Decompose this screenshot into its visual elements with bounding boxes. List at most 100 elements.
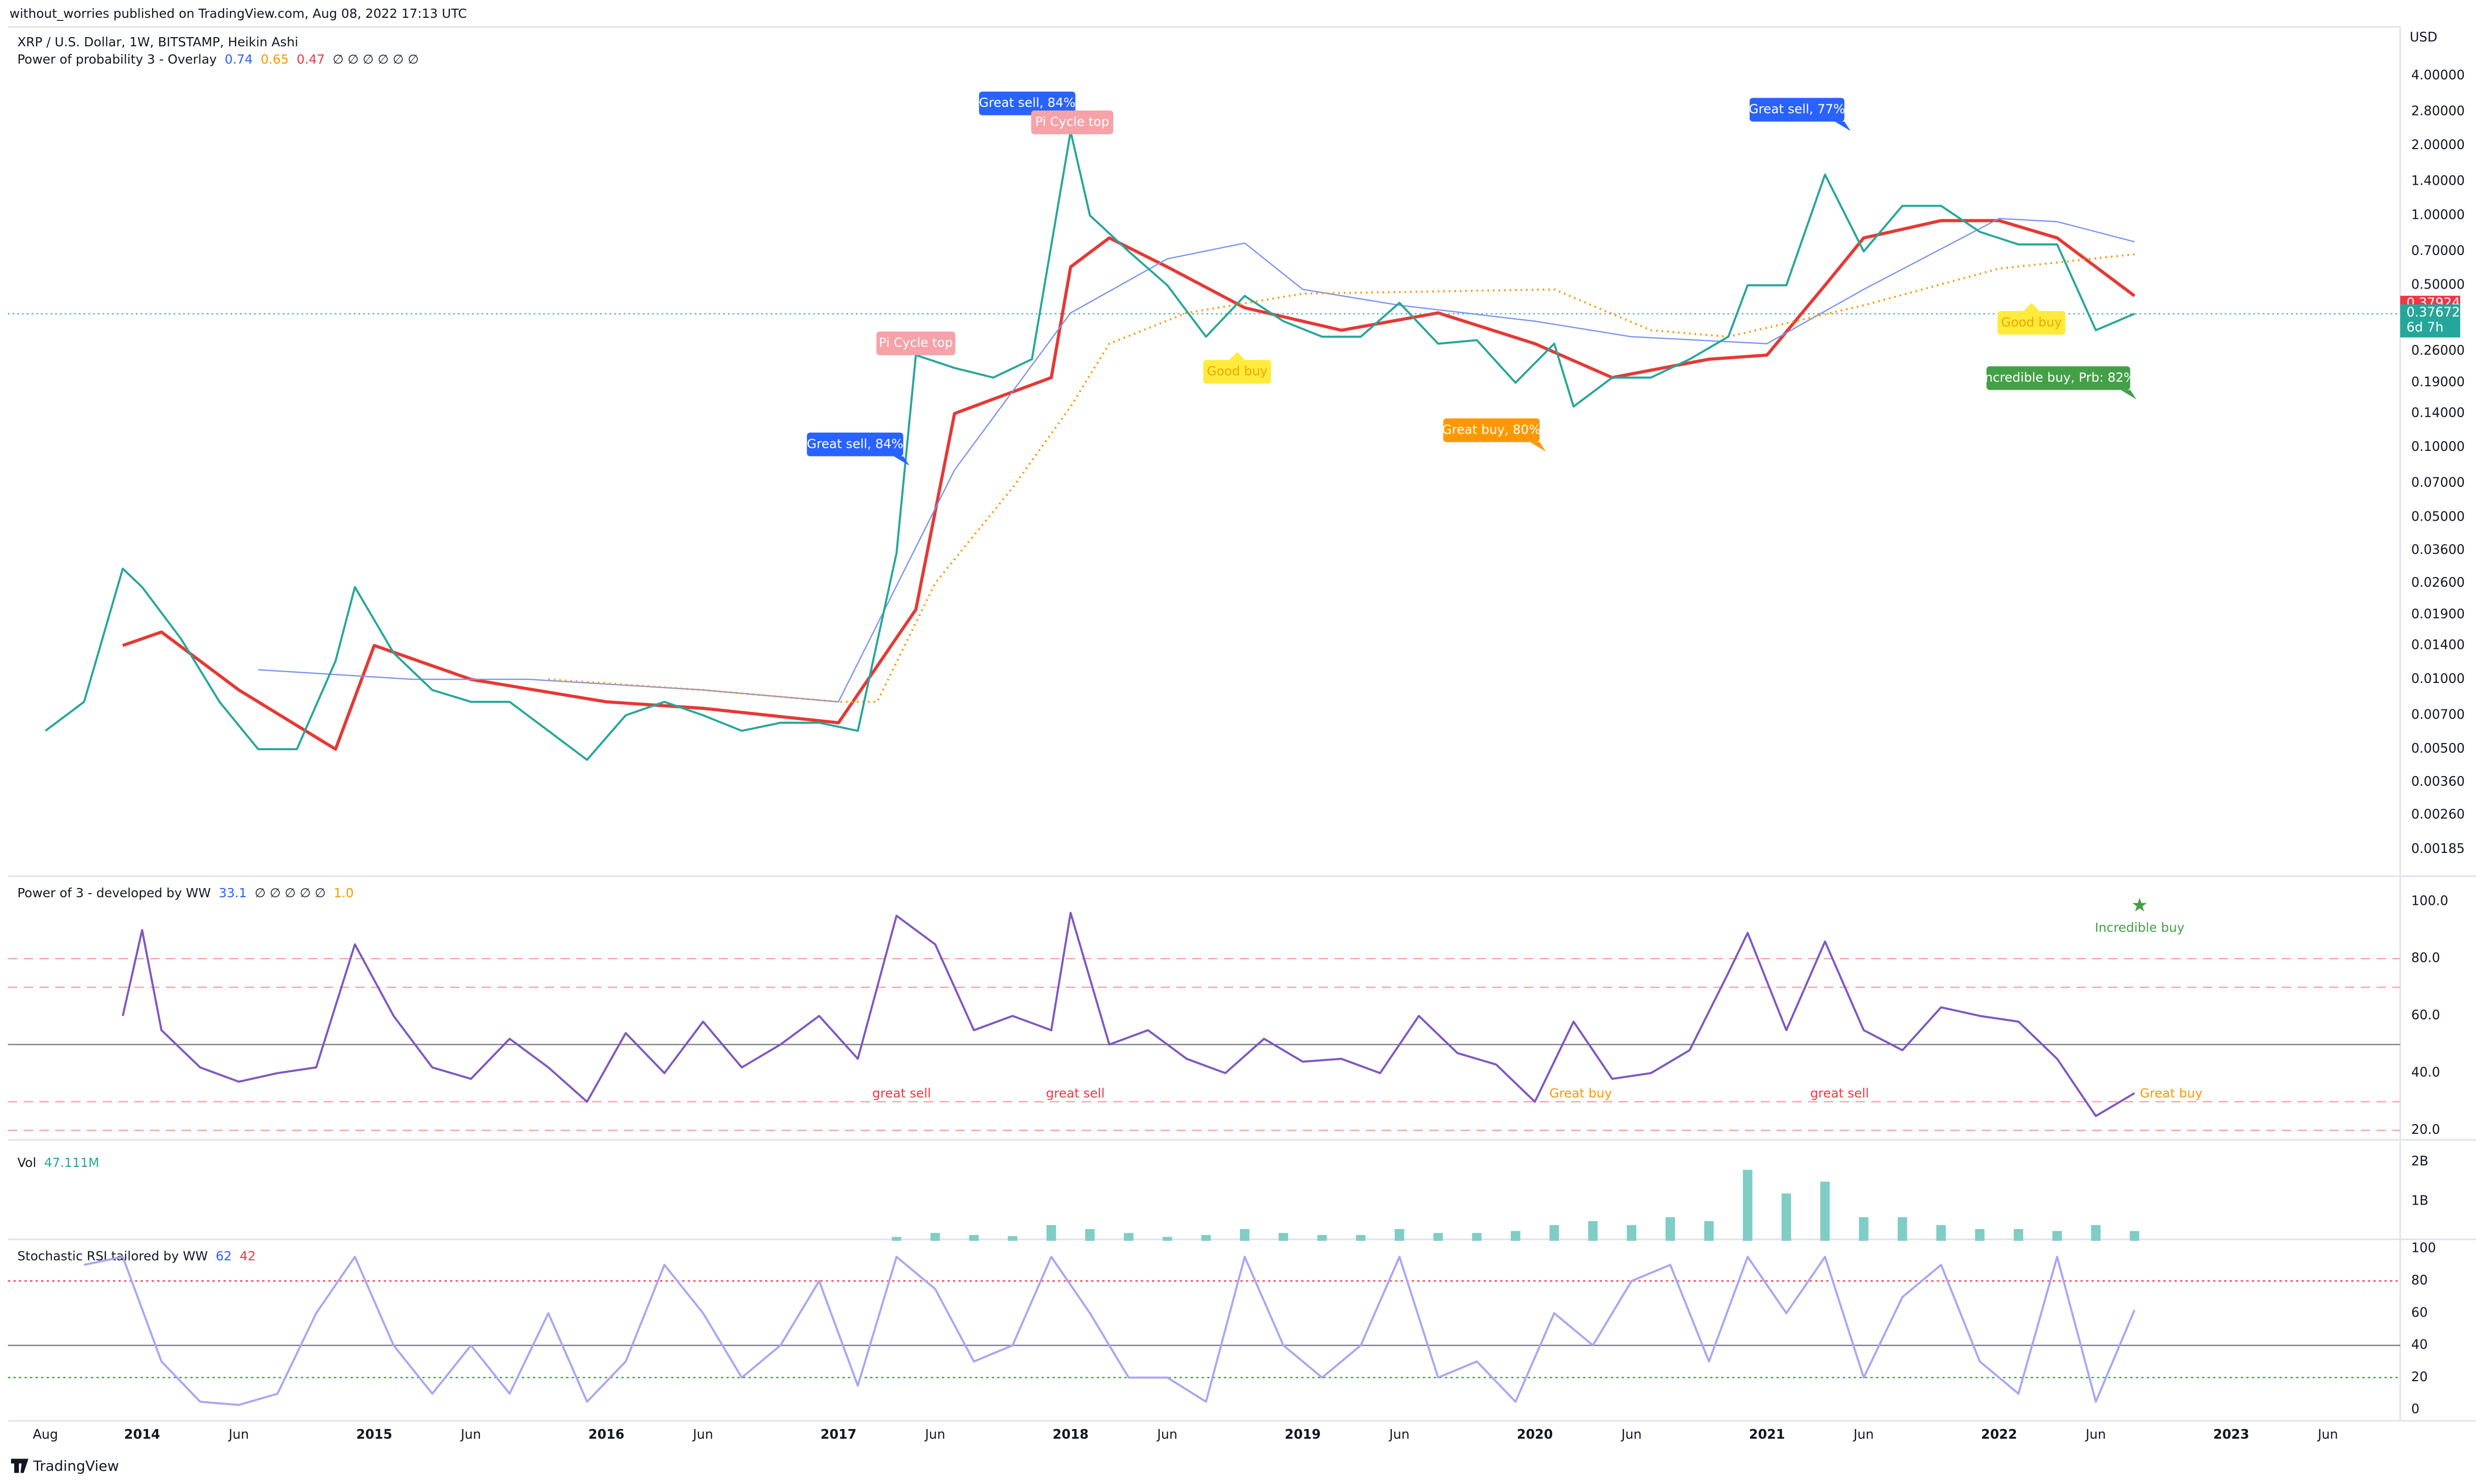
volume-bar xyxy=(1975,1229,1985,1241)
volume-bar xyxy=(1588,1221,1598,1241)
x-tick-label: 2022 xyxy=(1981,1426,2017,1442)
volume-bar xyxy=(891,1237,902,1241)
legend-value: 1.0 xyxy=(333,886,353,900)
legend-value: 42 xyxy=(240,1248,256,1263)
x-tick-label: Jun xyxy=(228,1426,249,1442)
y-tick-label: 60.0 xyxy=(2411,1007,2440,1022)
y-tick-label: 4.00000 xyxy=(2411,67,2465,82)
series-line xyxy=(258,218,2135,703)
annotation-label: Great sell, 84% xyxy=(979,95,1076,110)
x-tick-label: Jun xyxy=(2317,1426,2338,1442)
volume-bar xyxy=(2052,1231,2062,1241)
y-tick-label: 0.01900 xyxy=(2411,606,2465,621)
volume-bar xyxy=(1859,1217,1869,1241)
y-tick-label: 0.03600 xyxy=(2411,541,2465,557)
signal-label: Great buy xyxy=(2140,1086,2203,1101)
legend-value: ∅ ∅ ∅ ∅ ∅ ∅ xyxy=(333,52,419,67)
x-tick-label: 2020 xyxy=(1517,1426,1553,1442)
volume-bar xyxy=(930,1233,940,1241)
panel-title: Power of 3 - developed by WW xyxy=(17,886,211,900)
volume-bar xyxy=(1781,1193,1791,1241)
volume-bar xyxy=(1665,1217,1675,1241)
y-tick-label: 60 xyxy=(2411,1304,2428,1320)
y-tick-label: 0.14000 xyxy=(2411,405,2465,420)
x-tick-label: 2023 xyxy=(2213,1426,2249,1442)
legend-value: 0.74 xyxy=(224,52,252,67)
y-tick-label: 0.01400 xyxy=(2411,637,2465,652)
series-line xyxy=(44,130,2135,761)
volume-bar xyxy=(2091,1225,2101,1241)
annotation-box xyxy=(979,91,1076,116)
annotation-label: Great sell, 84% xyxy=(807,436,904,451)
volume-bar xyxy=(2013,1229,2023,1241)
x-tick-label: 2019 xyxy=(1285,1426,1321,1442)
footer-logo xyxy=(11,1459,29,1473)
annotation-pointer xyxy=(1835,121,1851,131)
y-tick-label: 1.40000 xyxy=(2411,173,2465,188)
annotation-label: Incredible buy, Prb: 82% xyxy=(1981,370,2136,385)
y-tick-label: 0.01000 xyxy=(2411,671,2465,686)
panel-title: Vol xyxy=(17,1155,36,1170)
signal-label: great sell xyxy=(1046,1086,1105,1101)
y-tick-label: 1.00000 xyxy=(2411,207,2465,222)
panel-title: Stochastic RSI tailored by WW xyxy=(17,1248,208,1263)
annotation-box xyxy=(1986,366,2130,390)
x-tick-label: Jun xyxy=(1156,1426,1177,1442)
star-icon: ★ xyxy=(2131,894,2148,916)
publisher-note: without_worries published on TradingView… xyxy=(10,6,467,21)
volume-bar xyxy=(1317,1235,1327,1241)
annotation-box xyxy=(807,433,904,456)
y-tick-label: 20.0 xyxy=(2411,1122,2440,1137)
annotation-label: Good buy xyxy=(2001,315,2062,329)
x-tick-label: Jun xyxy=(1620,1426,1642,1442)
volume-bar xyxy=(1704,1221,1714,1241)
y-tick-label: 0.00185 xyxy=(2411,841,2465,856)
volume-bar xyxy=(969,1235,979,1241)
y-tick-label: 0.70000 xyxy=(2411,243,2465,258)
legend-value: 47.111M xyxy=(44,1155,99,1170)
series-line xyxy=(83,1255,2136,1406)
y-tick-label: 2.00000 xyxy=(2411,137,2465,152)
x-tick-label: 2017 xyxy=(821,1426,857,1442)
x-tick-label: 2021 xyxy=(1749,1426,1785,1442)
y-tick-label: 0.19000 xyxy=(2411,374,2465,389)
y-tick-label: 0.10000 xyxy=(2411,439,2465,454)
x-tick-label: Jun xyxy=(460,1426,481,1442)
annotation-box xyxy=(876,331,955,355)
y-tick-label: 80 xyxy=(2411,1272,2428,1288)
series-line xyxy=(122,219,2136,751)
x-tick-label: Jun xyxy=(1388,1426,1410,1442)
y-tick-label: 0.07000 xyxy=(2411,475,2465,490)
x-tick-label: Aug xyxy=(33,1426,58,1442)
volume-bar xyxy=(1897,1217,1907,1241)
annotation-pointer xyxy=(2023,303,2040,311)
legend-value: ∅ ∅ ∅ ∅ ∅ xyxy=(255,886,326,900)
annotation-box xyxy=(1203,360,1272,384)
y-tick-label: 0.00700 xyxy=(2411,707,2465,722)
volume-bar xyxy=(1510,1231,1521,1241)
annotation-label: Great sell, 77% xyxy=(1749,102,1845,117)
volume-bar xyxy=(1162,1237,1172,1241)
x-tick-label: 2014 xyxy=(124,1426,160,1442)
legend-value: 33.1 xyxy=(219,886,247,900)
indicator-title: Power of probability 3 - Overlay xyxy=(17,52,217,67)
signal-label: Great buy xyxy=(1550,1086,1612,1101)
y-tick-label: 0.02600 xyxy=(2411,575,2465,590)
volume-bar xyxy=(2129,1231,2140,1241)
y-tick-label: 0.50000 xyxy=(2411,277,2465,292)
annotation-pointer xyxy=(1229,352,1245,360)
volume-bar xyxy=(1433,1233,1443,1241)
volume-bar xyxy=(1936,1225,1946,1241)
y-tick-label: 2.80000 xyxy=(2411,103,2465,119)
volume-bar xyxy=(1742,1169,1753,1241)
annotation-box xyxy=(1750,98,1845,122)
volume-bar xyxy=(1356,1235,1366,1241)
price-label: 0.37672 xyxy=(2407,304,2460,320)
y-tick-label: 20 xyxy=(2411,1369,2428,1384)
chart-title: XRP / U.S. Dollar, 1W, BITSTAMP, Heikin … xyxy=(17,35,298,49)
annotation-label: Great buy, 80% xyxy=(1442,422,1541,437)
volume-bar xyxy=(1007,1236,1018,1241)
